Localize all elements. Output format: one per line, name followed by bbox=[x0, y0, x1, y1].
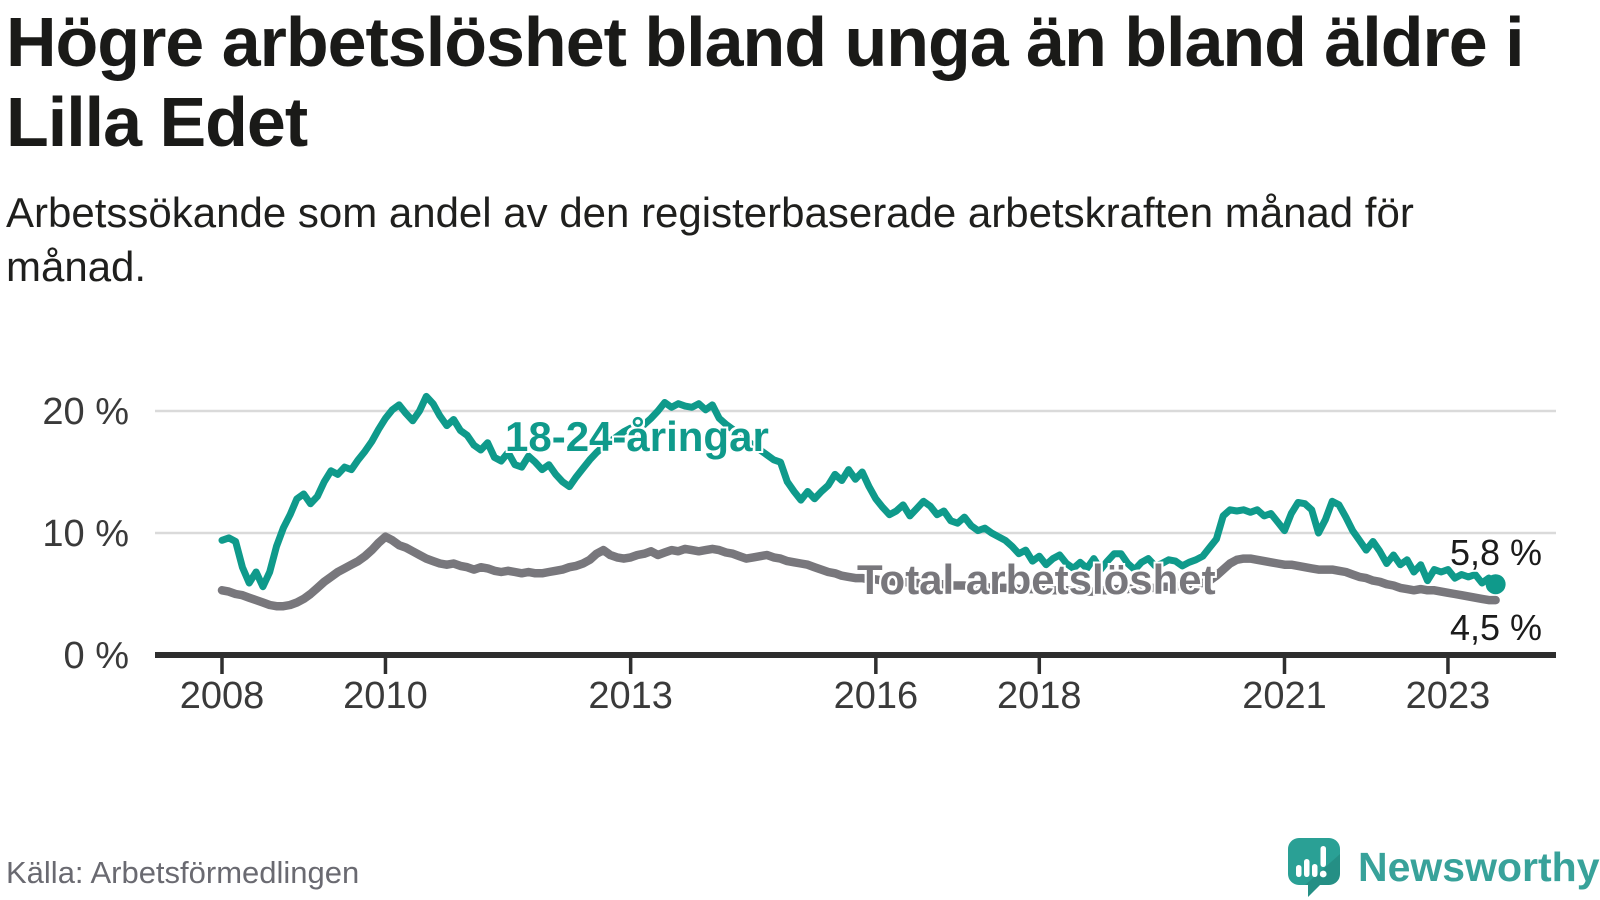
x-tick-label: 2021 bbox=[1242, 675, 1327, 717]
page-title: Högre arbetslöshet bland unga än bland ä… bbox=[6, 3, 1525, 161]
y-tick-label: 0 % bbox=[64, 635, 129, 677]
series-line-total bbox=[217, 532, 1500, 611]
end-value-young: 5,8 % bbox=[1449, 532, 1542, 573]
series-label-young: 18-24-åringar bbox=[505, 413, 769, 460]
series-label-total: Total arbetslöshet bbox=[857, 556, 1216, 603]
newsworthy-wordmark: Newsworthy bbox=[1358, 844, 1600, 890]
endpoint-dot bbox=[1485, 574, 1506, 595]
x-tick-label: 2023 bbox=[1406, 675, 1491, 717]
x-tick-label: 2010 bbox=[343, 675, 428, 717]
x-tick-label: 2013 bbox=[588, 675, 673, 717]
series-line-young bbox=[218, 392, 1500, 591]
chart-subtitle: Arbetssökande som andel av den registerb… bbox=[6, 189, 1414, 290]
newsworthy-logo: Newsworthy bbox=[1288, 838, 1600, 898]
x-tick-label: 2018 bbox=[997, 675, 1082, 717]
newsworthy-icon bbox=[1288, 838, 1340, 897]
y-tick-label: 10 % bbox=[42, 513, 129, 555]
x-tick-label: 2008 bbox=[180, 675, 265, 717]
y-tick-label: 20 % bbox=[42, 391, 129, 433]
end-value-total: 4,5 % bbox=[1449, 607, 1542, 648]
x-tick-label: 2016 bbox=[834, 675, 919, 717]
source-note: Källa: Arbetsförmedlingen bbox=[6, 855, 360, 890]
